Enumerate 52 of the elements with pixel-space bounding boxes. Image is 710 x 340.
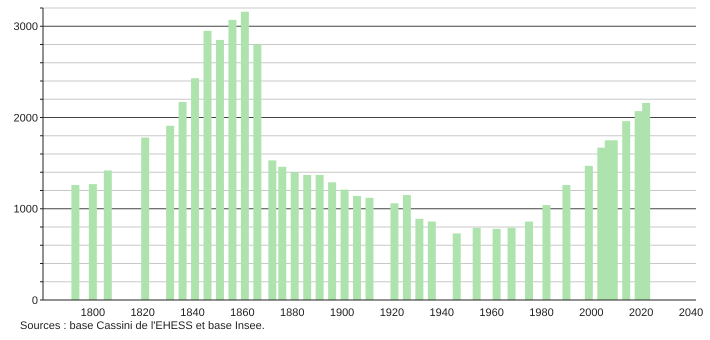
x-tick-label: 1960 [479,306,504,319]
bar [402,195,411,300]
x-tick-label: 1800 [80,306,106,319]
bar [278,166,286,300]
bar [88,184,97,300]
bar [366,198,374,300]
bar [253,44,262,300]
x-tick-label: 1900 [330,306,354,319]
bar [415,218,424,300]
x-tick-label: 2020 [628,306,654,319]
bar [141,138,150,300]
bar [472,228,481,300]
bar [428,222,436,300]
y-tick-label: 3000 [14,21,38,34]
bar [584,166,593,300]
bar [562,185,570,300]
bar [71,185,80,300]
bar [216,40,224,300]
y-tick-label: 0 [32,294,38,307]
y-tick-label: 1000 [14,204,38,216]
bar [240,12,249,300]
bar [204,30,212,300]
bar [390,203,398,300]
bar [525,222,534,300]
bar [268,160,276,300]
bar [542,205,550,300]
x-tick-label: 1820 [130,306,155,319]
bar [191,78,200,300]
bar [508,228,516,300]
x-tick-label: 1980 [529,306,554,319]
x-tick-label: 2040 [678,306,704,319]
y-tick-label: 2000 [14,112,38,124]
x-tick-label: 1880 [280,306,304,319]
x-tick-label: 1860 [230,306,255,319]
bar [622,121,630,300]
bar [228,20,236,300]
x-tick-label: 2000 [579,306,604,319]
x-tick-label: 1940 [430,306,454,319]
bar [166,126,174,300]
source-note: Sources : base Cassini de l'EHESS et base Insee. [20,320,265,332]
bar [492,228,501,300]
bar [340,190,349,300]
x-tick-label: 1840 [180,306,205,319]
bar [290,172,299,300]
bar [328,182,336,300]
x-tick-label: 1920 [380,306,404,319]
bar [303,174,312,300]
bar [104,170,112,300]
bar [178,102,187,300]
bar [452,233,461,300]
bar [316,174,324,300]
bar [353,196,362,300]
